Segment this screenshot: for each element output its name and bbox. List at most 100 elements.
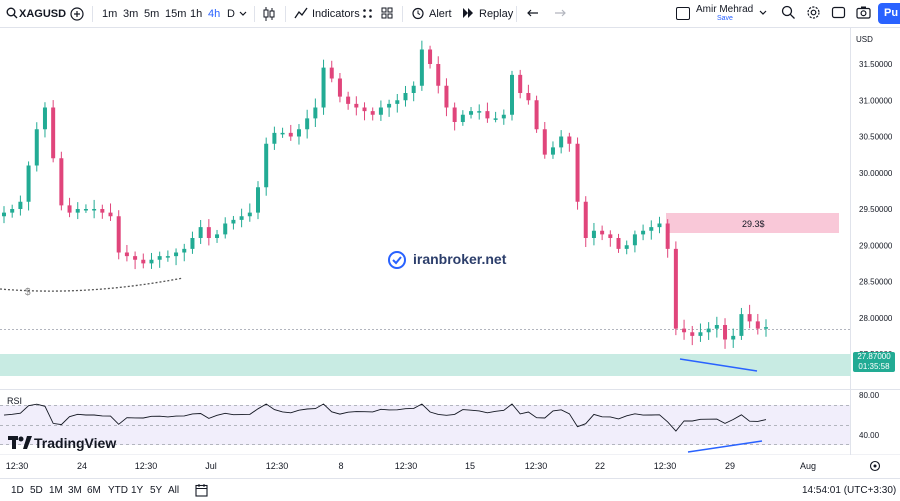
candle-body xyxy=(567,136,572,144)
price-label: 30.00000 xyxy=(859,169,893,178)
range-3M[interactable]: 3M xyxy=(68,485,82,496)
quick-search-icon[interactable] xyxy=(781,5,796,20)
interval-D[interactable]: D xyxy=(227,8,235,20)
dollar-marker-icon: $ xyxy=(25,287,31,298)
current-price-value: 27.87000 xyxy=(857,352,891,361)
range-1D[interactable]: 1D xyxy=(11,485,24,496)
candle-body xyxy=(256,187,260,213)
undo-icon[interactable] xyxy=(527,8,539,18)
templates-icon[interactable] xyxy=(362,8,373,19)
watermark: iranbroker.net xyxy=(387,250,512,270)
redo-icon[interactable] xyxy=(554,8,566,18)
alert-button[interactable]: Alert xyxy=(429,8,452,20)
candle-body xyxy=(26,165,31,202)
candle-body xyxy=(321,67,326,108)
layout-icon[interactable] xyxy=(381,7,393,19)
candle-body xyxy=(223,223,228,235)
candle-body xyxy=(92,209,97,211)
candle-body xyxy=(149,259,154,264)
candle-body xyxy=(75,209,80,213)
candle-body xyxy=(600,230,605,235)
candle-body xyxy=(100,209,105,213)
interval-4h[interactable]: 4h xyxy=(208,8,221,20)
price-label: 31.50000 xyxy=(859,60,893,69)
candle-body xyxy=(116,216,121,253)
range-5D[interactable]: 5D xyxy=(30,485,43,496)
layout-chevron-icon[interactable] xyxy=(759,10,767,16)
price-label: 28.50000 xyxy=(859,278,893,287)
candle-body xyxy=(764,327,768,329)
indicators-button[interactable]: Indicators xyxy=(312,8,360,20)
interval-15m[interactable]: 15m xyxy=(165,8,187,20)
candle-body xyxy=(10,209,15,213)
time-label: 12:30 xyxy=(135,461,158,471)
time-label: 12:30 xyxy=(395,461,418,471)
candle-body xyxy=(591,230,596,238)
candle-body xyxy=(747,314,752,322)
range-All[interactable]: All xyxy=(168,485,180,496)
resistance-zone xyxy=(666,213,839,233)
candle-body xyxy=(313,107,318,119)
interval-5m[interactable]: 5m xyxy=(144,8,160,20)
chevron-down-icon[interactable] xyxy=(239,11,247,17)
clock[interactable]: 14:54:01 (UTC+3:30) xyxy=(802,485,897,496)
time-label: 12:30 xyxy=(6,461,29,471)
candle-body xyxy=(370,111,375,115)
add-symbol-icon[interactable] xyxy=(70,7,84,21)
symbol-name[interactable]: XAGUSD xyxy=(19,8,67,20)
candle-body xyxy=(641,230,646,235)
chart-pane[interactable]: $ 29.3$ RSI USD 31.50000 31.00000 30.50000… xyxy=(0,28,900,456)
alert-icon[interactable] xyxy=(411,6,425,20)
candle-body xyxy=(346,96,351,104)
indicators-icon[interactable] xyxy=(294,6,308,20)
replay-button[interactable]: Replay xyxy=(479,8,514,20)
user-name[interactable]: Amir Mehrad xyxy=(696,4,754,15)
candle-body xyxy=(206,227,211,238)
time-label: 12:30 xyxy=(525,461,548,471)
range-6M[interactable]: 6M xyxy=(87,485,101,496)
candle-body xyxy=(272,132,277,144)
chart-svg[interactable]: $ 29.3$ RSI USD 31.50000 31.00000 30.50000… xyxy=(0,28,900,456)
candle-body xyxy=(534,100,539,130)
replay-icon[interactable] xyxy=(462,7,474,19)
currency-label[interactable]: USD xyxy=(856,35,873,44)
candle-body xyxy=(239,216,244,220)
rsi-label: RSI xyxy=(7,396,22,406)
axis-settings-icon[interactable] xyxy=(869,460,881,472)
range-1Y[interactable]: 1Y xyxy=(131,485,144,496)
range-YTD[interactable]: YTD xyxy=(108,485,128,496)
publish-button[interactable]: Pu xyxy=(878,3,900,24)
range-1M[interactable]: 1M xyxy=(49,485,63,496)
fullscreen-icon[interactable] xyxy=(831,5,846,20)
candle-body xyxy=(485,111,490,119)
candle-body xyxy=(493,118,498,120)
price-axis[interactable]: 31.50000 31.00000 30.50000 30.00000 29.50000… xyxy=(859,60,893,359)
time-axis[interactable]: 12:30 24 12:30 Jul 12:30 8 12:30 15 12:30 22 12:30… xyxy=(0,455,900,478)
candle-body xyxy=(714,325,719,329)
price-label: 29.00000 xyxy=(859,241,893,250)
candle-body xyxy=(583,201,588,238)
candle-body xyxy=(296,129,301,137)
layout-select-box[interactable] xyxy=(676,7,690,20)
price-divergence-line xyxy=(679,358,758,372)
interval-3m[interactable]: 3m xyxy=(123,8,139,20)
search-icon[interactable] xyxy=(6,7,18,19)
interval-1m[interactable]: 1m xyxy=(102,8,118,20)
save-status[interactable]: Save xyxy=(717,15,733,22)
candle-body xyxy=(690,332,695,336)
candle-body xyxy=(198,227,203,238)
candle-body xyxy=(608,234,613,238)
candles-icon[interactable] xyxy=(263,6,275,22)
candle-body xyxy=(624,245,629,249)
rsi-divergence-line xyxy=(687,440,763,453)
interval-1h[interactable]: 1h xyxy=(190,8,203,20)
range-5Y[interactable]: 5Y xyxy=(150,485,163,496)
candle-body xyxy=(477,111,482,113)
snapshot-icon[interactable] xyxy=(856,5,871,20)
settings-icon[interactable] xyxy=(806,5,821,20)
calendar-icon[interactable] xyxy=(195,483,208,497)
candle-body xyxy=(387,103,392,108)
candle-body xyxy=(362,107,367,112)
candle-body xyxy=(731,335,736,340)
candle-body xyxy=(682,328,687,333)
